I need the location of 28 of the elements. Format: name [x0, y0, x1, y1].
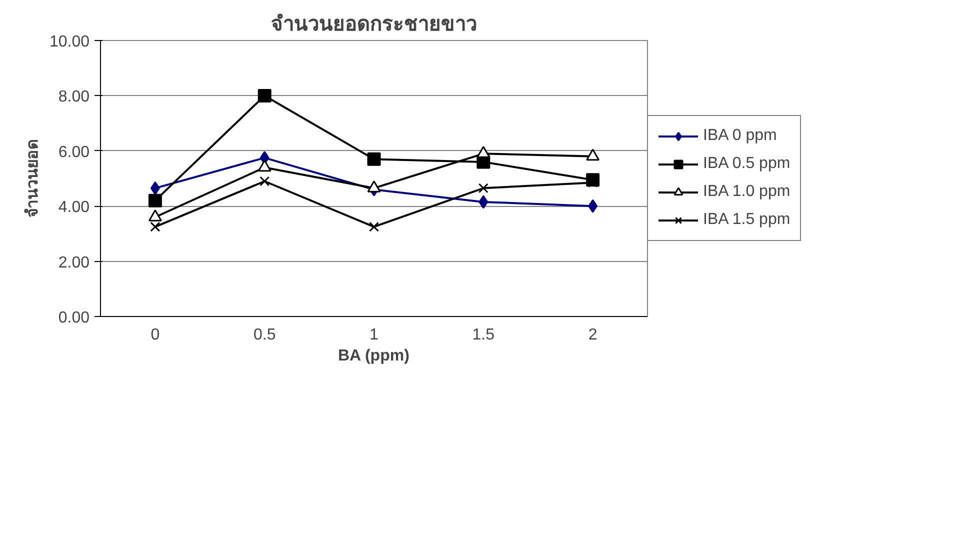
x-tick-label: 0	[150, 326, 160, 344]
point	[150, 222, 160, 232]
y-tick-label: 8.00	[58, 88, 90, 106]
x-tick-label: 0.5	[253, 326, 276, 344]
x-tick-label: 1.5	[472, 326, 495, 344]
point	[260, 176, 270, 186]
point	[150, 181, 160, 195]
x-axis-title: BA (ppm)	[338, 348, 410, 364]
legend-label: IBA 0 ppm	[703, 127, 777, 145]
y-tick-label: 10.00	[49, 34, 90, 50]
y-axis-title: จำนวนยอด	[23, 140, 42, 218]
point	[369, 222, 379, 232]
chart-title: จำนวนยอดกระชายขาว	[271, 14, 477, 36]
y-tick-label: 4.00	[58, 199, 90, 216]
y-tick-label: 6.00	[58, 144, 90, 161]
y-tick-label: 0.00	[58, 310, 90, 326]
point	[478, 195, 488, 209]
point	[478, 183, 488, 194]
point	[588, 199, 598, 213]
point	[367, 152, 381, 166]
x-tick-label: 1	[370, 326, 379, 344]
legend-label: IBA 0.5 ppm	[703, 155, 790, 173]
x-tick-label: 2	[588, 326, 598, 344]
point	[258, 88, 272, 102]
point	[148, 194, 162, 208]
legend-label: IBA 1.5 ppm	[703, 211, 790, 229]
legend-label: IBA 1.0 ppm	[703, 183, 790, 201]
y-tick-label: 2.00	[58, 254, 90, 272]
